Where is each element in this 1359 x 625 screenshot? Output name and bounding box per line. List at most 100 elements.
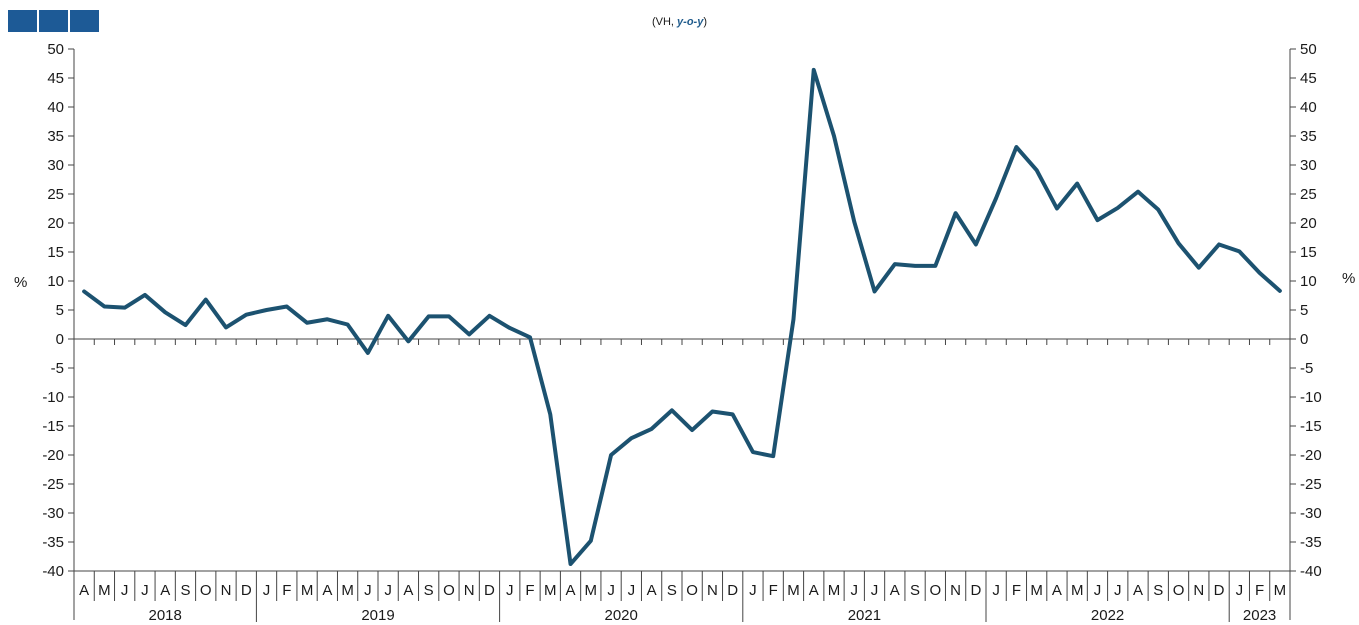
year-label: 2023: [1243, 607, 1276, 624]
data-point: [650, 427, 654, 431]
data-point: [447, 314, 451, 318]
data-point: [427, 314, 431, 318]
data-point: [183, 323, 187, 327]
year-label: 2021: [848, 607, 881, 624]
month-label: O: [929, 582, 941, 599]
month-label: M: [1274, 582, 1287, 599]
month-label: S: [1153, 582, 1163, 599]
y-tick-label-left: 40: [47, 99, 64, 116]
y-tick-label-right: -35: [1300, 534, 1322, 551]
month-label: F: [769, 582, 778, 599]
month-label: D: [970, 582, 981, 599]
y-tick-label-left: 15: [47, 244, 64, 261]
month-label: M: [1071, 582, 1084, 599]
y-tick-label-left: 50: [47, 41, 64, 58]
month-label: F: [1255, 582, 1264, 599]
logo-square-3: [70, 10, 99, 32]
logo-square-1: [8, 10, 37, 32]
data-point: [366, 351, 370, 355]
y-tick-label-right: 5: [1300, 302, 1308, 319]
data-point: [873, 289, 877, 293]
data-point: [548, 412, 552, 416]
data-point: [629, 436, 633, 440]
data-point: [1136, 190, 1140, 194]
data-point: [102, 305, 106, 309]
data-point: [913, 264, 917, 268]
month-label: J: [992, 582, 1000, 599]
month-label: S: [424, 582, 434, 599]
month-label: J: [871, 582, 879, 599]
y-tick-label-right: 45: [1300, 70, 1317, 87]
month-label: J: [1114, 582, 1122, 599]
year-label: 2020: [605, 607, 638, 624]
y-tick-label-left: 0: [56, 331, 64, 348]
month-label: A: [1052, 582, 1062, 599]
y-tick-label-left: -20: [42, 447, 64, 464]
y-tick-label-left: 25: [47, 186, 64, 203]
y-tick-label-left: 45: [47, 70, 64, 87]
month-label: M: [585, 582, 598, 599]
month-label: M: [544, 582, 557, 599]
data-point: [690, 428, 694, 432]
y-tick-label-right: -25: [1300, 476, 1322, 493]
y-tick-label-left: -35: [42, 534, 64, 551]
axes-layer: [73, 49, 1291, 620]
month-label: J: [1094, 582, 1102, 599]
data-point: [933, 264, 937, 268]
month-label: N: [221, 582, 232, 599]
data-point: [832, 134, 836, 138]
month-label: D: [241, 582, 252, 599]
month-label: A: [322, 582, 332, 599]
data-point: [670, 408, 674, 412]
data-point: [487, 314, 491, 318]
y-tick-label-right: 0: [1300, 331, 1308, 348]
data-point: [974, 242, 978, 246]
data-point: [1116, 206, 1120, 210]
data-point: [467, 332, 471, 336]
y-tick-label-right: 40: [1300, 99, 1317, 116]
data-point: [508, 326, 512, 330]
points-layer: [82, 68, 1282, 566]
month-label: N: [707, 582, 718, 599]
month-label: J: [506, 582, 514, 599]
month-label: D: [1214, 582, 1225, 599]
month-label: A: [403, 582, 413, 599]
data-point: [893, 262, 897, 266]
month-label: O: [686, 582, 698, 599]
data-point: [1014, 145, 1018, 149]
ticks-layer: [68, 48, 1296, 622]
data-point: [1075, 182, 1079, 186]
data-point: [244, 313, 248, 317]
data-point: [731, 412, 735, 416]
y-tick-label-right: 15: [1300, 244, 1317, 261]
subtitle-close: ): [703, 16, 707, 28]
y-tick-label-right: 25: [1300, 186, 1317, 203]
data-point: [609, 453, 613, 457]
data-point: [82, 289, 86, 293]
y-tick-label-right: -5: [1300, 360, 1313, 377]
data-point: [994, 196, 998, 200]
data-point: [265, 308, 269, 312]
month-label: A: [160, 582, 170, 599]
month-label: F: [282, 582, 291, 599]
y-tick-label-right: -40: [1300, 563, 1322, 580]
month-label: A: [647, 582, 657, 599]
data-point: [710, 410, 714, 414]
data-point: [954, 211, 958, 215]
data-point: [346, 323, 350, 327]
month-label: D: [727, 582, 738, 599]
month-label: A: [809, 582, 819, 599]
data-point: [305, 321, 309, 325]
data-point: [123, 306, 127, 310]
y-tick-label-right: 30: [1300, 157, 1317, 174]
data-point: [1217, 242, 1221, 246]
month-label: J: [364, 582, 372, 599]
y-tick-label-left: 5: [56, 302, 64, 319]
y-tick-label-right: -20: [1300, 447, 1322, 464]
data-point: [285, 305, 289, 309]
month-label: J: [607, 582, 615, 599]
data-point: [791, 317, 795, 321]
data-point: [325, 317, 329, 321]
y-tick-label-right: -10: [1300, 389, 1322, 406]
data-point: [1177, 241, 1181, 245]
